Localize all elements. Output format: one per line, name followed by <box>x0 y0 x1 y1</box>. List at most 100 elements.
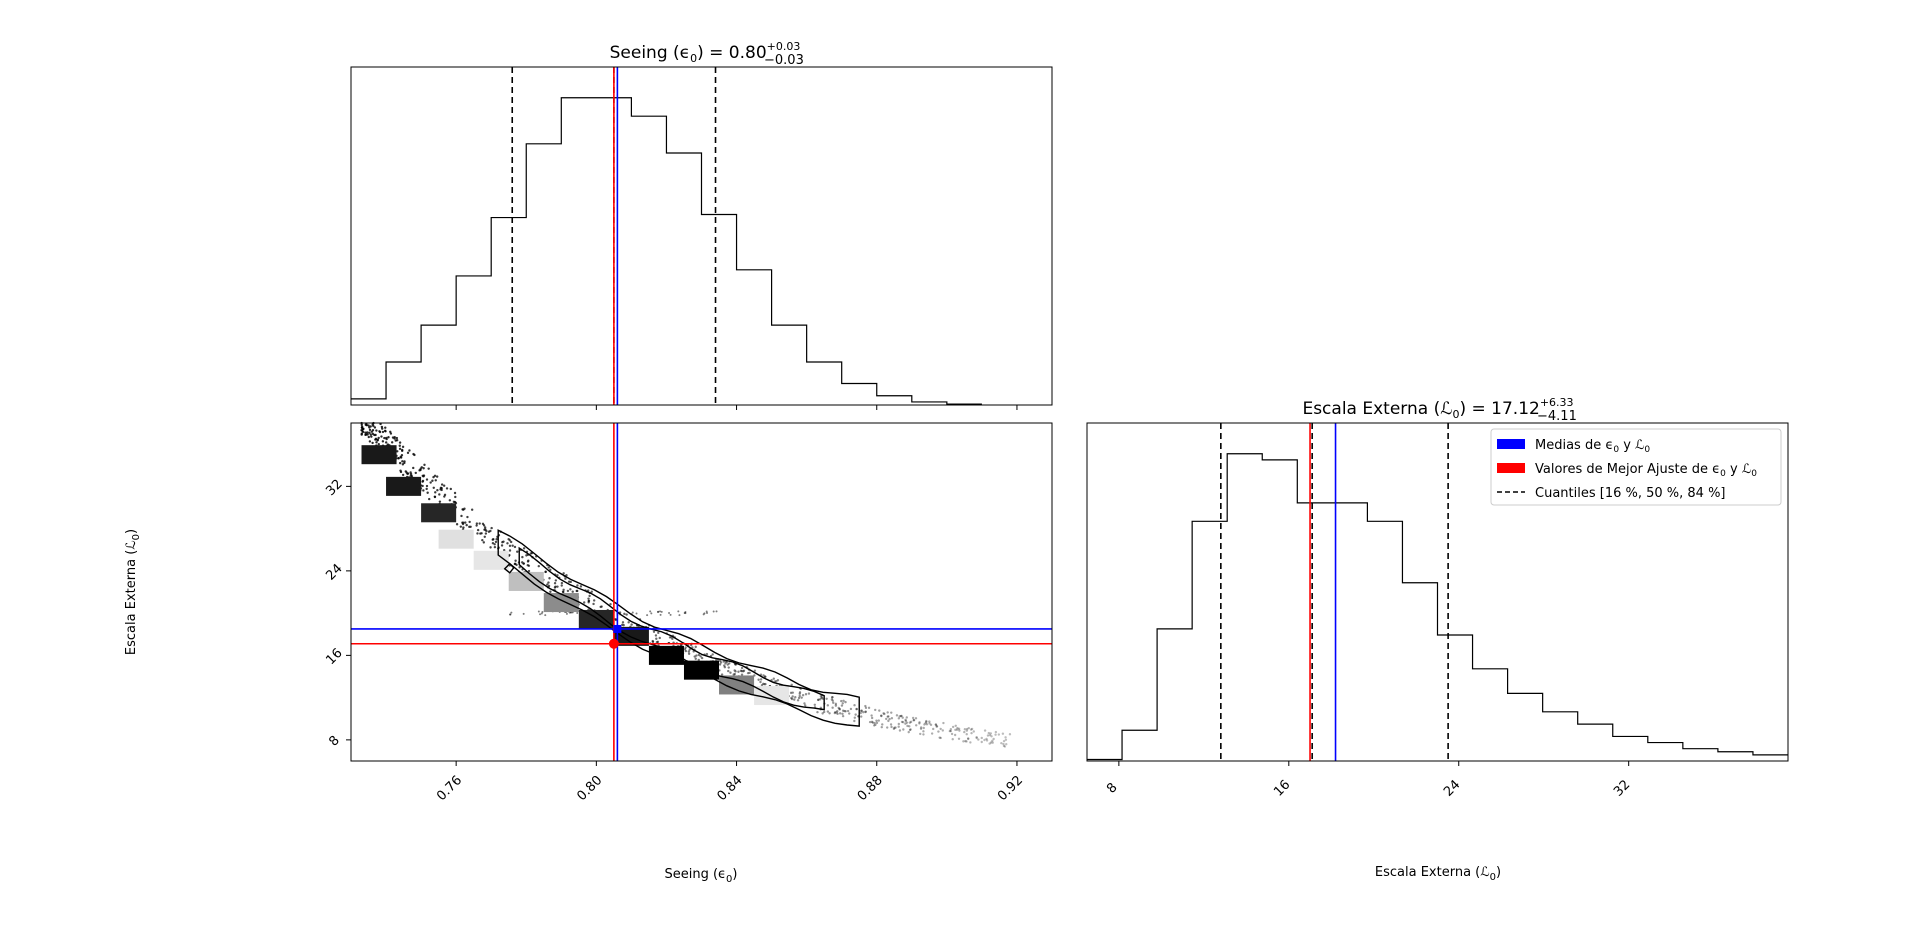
joint-density-sample-point <box>387 436 390 439</box>
joint-density-sample-point <box>554 579 558 582</box>
joint-density-sample-point <box>776 679 780 682</box>
joint-density-sample-point <box>834 704 838 707</box>
joint-density-sample-point <box>614 617 617 621</box>
joint-density-heatmap-cell <box>719 675 755 695</box>
joint-density-sample-point <box>395 436 399 440</box>
joint-density-sample-point <box>434 479 437 482</box>
joint-density-sample-point <box>383 429 387 433</box>
joint-density-sample-point <box>746 671 750 675</box>
joint-density-sample-point <box>425 487 428 491</box>
joint-density-sample-point <box>988 742 991 745</box>
joint-density-sample-point <box>389 432 393 435</box>
outer-scale-histogram-lines <box>1220 423 1449 761</box>
joint-density-sample-point <box>375 441 378 444</box>
joint-density-sample-point <box>481 538 484 542</box>
joint-density-sample-point <box>922 726 925 730</box>
joint-density-sample-point <box>521 561 524 564</box>
joint-density-sample-point <box>1002 744 1006 748</box>
joint-density-sample-point <box>494 540 498 544</box>
joint-density-sample-point <box>831 699 834 702</box>
joint-density-sample-point <box>516 550 519 553</box>
joint-density-sample-point <box>369 433 372 436</box>
joint-density-sample-point <box>897 725 900 728</box>
legend-swatch-means <box>1497 439 1525 449</box>
joint-density-sample-point <box>649 610 652 613</box>
joint-density-sample-point <box>928 722 931 725</box>
joint-density-sample-point <box>949 729 952 733</box>
joint-density-sample-point <box>889 723 893 726</box>
joint-density-sample-point <box>864 706 868 710</box>
joint-density-sample-point <box>870 716 874 720</box>
joint-density-sample-point <box>937 730 940 733</box>
joint-density-sample-point <box>404 470 407 473</box>
joint-density-sample-point <box>529 552 533 555</box>
legend-label-best-fit: Valores de Mejor Ajuste de ϵ0 y ℒ0 <box>1535 462 1757 479</box>
joint-density-sample-point <box>384 426 387 429</box>
joint-density-sample-point <box>549 568 552 572</box>
joint-density-sample-point <box>838 707 841 711</box>
joint-density-sample-point <box>975 735 978 739</box>
joint-density-sample-point <box>991 739 994 743</box>
joint-density-sample-point <box>864 710 867 713</box>
joint-density-sample-point <box>844 710 847 713</box>
joint-density-sample-point <box>475 522 479 525</box>
joint-density-sample-point <box>962 740 965 743</box>
joint-density-sample-point <box>462 526 465 529</box>
joint-density-sample-point <box>965 740 968 743</box>
joint-density-sample-point <box>522 612 525 615</box>
joint-density-sample-point <box>431 479 434 482</box>
joint-density-sample-point <box>576 611 579 614</box>
joint-density-sample-point <box>867 706 871 710</box>
joint-density-sample-point <box>842 699 845 703</box>
joint-density-sample-point <box>425 484 429 488</box>
joint-density-sample-point <box>372 424 375 428</box>
joint-density-sample-point <box>509 613 512 616</box>
outer-scale-x-axis-label: Escala Externa (ℒ0) <box>1375 865 1501 883</box>
joint-density-sample-point <box>789 691 793 695</box>
joint-density-sample-point <box>537 564 540 568</box>
joint-density-sample-point <box>953 733 957 737</box>
joint-density-y-ticks: 8 16 24 32 <box>323 477 351 750</box>
joint-density-sample-point <box>414 471 417 475</box>
joint-density-sample-point <box>875 721 879 725</box>
joint-density-sample-point <box>965 729 969 732</box>
seeing-histogram-step-outline <box>351 97 982 405</box>
joint-density-sample-point <box>983 738 986 742</box>
joint-density-sample-point <box>375 429 378 432</box>
joint-density-sample-point <box>893 726 896 730</box>
joint-density-sample-point <box>659 610 662 613</box>
joint-density-sample-point <box>803 702 806 705</box>
joint-density-sample-point <box>440 488 443 492</box>
joint-density-sample-point <box>904 718 907 722</box>
joint-density-sample-point <box>860 709 863 712</box>
joint-density-sample-point <box>864 710 867 714</box>
joint-density-y-tick-label: 16 <box>323 646 345 668</box>
joint-density-sample-point <box>511 544 514 547</box>
outer-scale-histogram-bar <box>1227 454 1262 761</box>
seeing-histogram-title: Seeing (ϵ0) = 0.80+0.03 <box>610 40 801 65</box>
outer-scale-histogram-title-lower-error: −4.11 <box>1537 409 1577 424</box>
joint-density-sample-point <box>583 601 586 604</box>
joint-density-sample-point <box>705 610 708 613</box>
outer-scale-histogram-bar <box>1157 629 1192 761</box>
joint-density-sample-point <box>951 738 954 741</box>
joint-density-sample-point <box>742 669 746 672</box>
joint-density-sample-point <box>481 522 485 526</box>
joint-density-sample-point <box>368 426 371 429</box>
joint-density-sample-point <box>699 655 702 658</box>
joint-density-sample-point <box>566 589 570 593</box>
joint-density-sample-point <box>914 717 918 720</box>
outer-scale-histogram-bar <box>1683 749 1718 761</box>
outer-scale-histogram-x-tick-label: 24 <box>1441 777 1463 799</box>
joint-density-sample-point <box>881 723 884 726</box>
joint-density-sample-point <box>658 636 661 640</box>
joint-density-sample-point <box>804 693 808 696</box>
outer-scale-histogram-x-tick-label: 8 <box>1104 780 1120 796</box>
joint-density-sample-point <box>719 661 723 664</box>
joint-density-sample-point <box>412 452 415 456</box>
joint-density-sample-point <box>801 694 805 697</box>
joint-density-sample-point <box>654 634 658 637</box>
joint-density-sample-point <box>994 733 997 736</box>
joint-density-sample-point <box>469 525 472 528</box>
joint-density-sample-point <box>364 433 367 437</box>
